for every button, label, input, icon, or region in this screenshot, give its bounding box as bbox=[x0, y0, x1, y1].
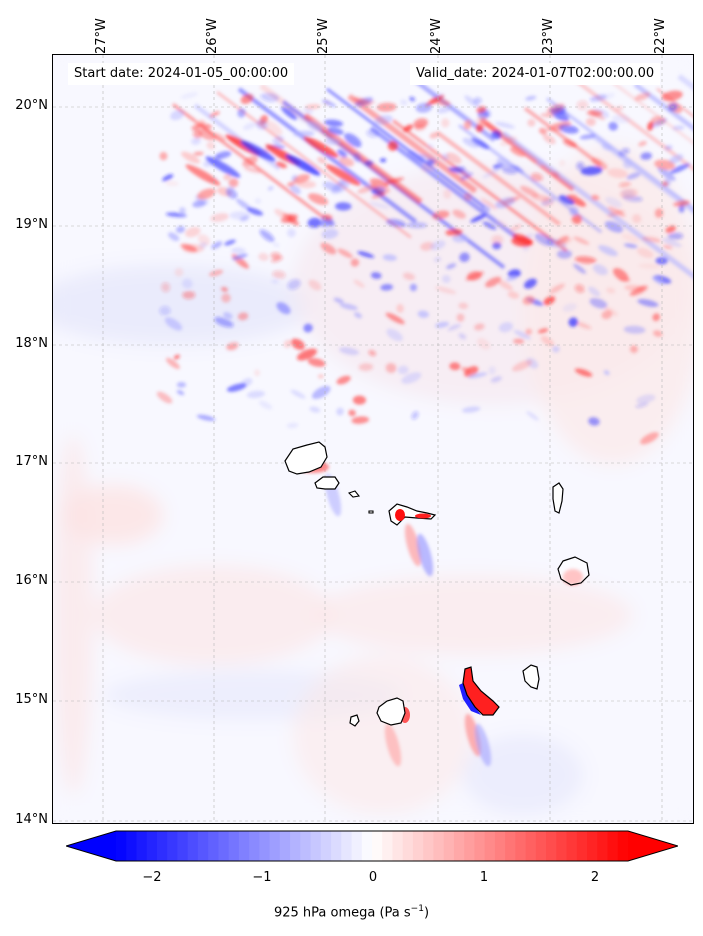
colorbar-title-main: 925 hPa omega (Pa s bbox=[273, 905, 411, 921]
lon-tick-label: 22°W bbox=[653, 18, 668, 54]
wave-trains bbox=[156, 73, 693, 767]
colorbar-extend-high bbox=[628, 831, 678, 861]
colorbar-tick-label: 0 bbox=[368, 870, 378, 885]
map-panel bbox=[52, 54, 694, 824]
island-brava bbox=[349, 714, 360, 727]
island-maio bbox=[522, 664, 540, 690]
lat-tick-label: 16°N bbox=[15, 573, 48, 588]
island-santiago bbox=[459, 666, 500, 716]
island-boa-vista bbox=[557, 556, 590, 586]
island-santa-luzia bbox=[347, 490, 361, 498]
colorbar-extend-low bbox=[66, 831, 116, 861]
gridlines bbox=[53, 55, 693, 823]
lat-tick-label: 20°N bbox=[15, 98, 48, 113]
colorbar-tick-label: −1 bbox=[252, 870, 272, 885]
omega-field bbox=[53, 55, 693, 823]
start-date-label: Start date: 2024-01-05_00:00:00 bbox=[68, 63, 295, 85]
lon-tick-label: 27°W bbox=[94, 18, 109, 54]
lon-tick-label: 26°W bbox=[205, 18, 220, 54]
colorbar-title: 925 hPa omega (Pa s−1) bbox=[0, 904, 703, 920]
colorbar-tick-label: 1 bbox=[479, 870, 489, 885]
island-santo-antao bbox=[284, 441, 329, 475]
lon-tick-label: 24°W bbox=[429, 18, 444, 54]
lat-tick-label: 18°N bbox=[15, 336, 48, 351]
lat-tick-label: 14°N bbox=[15, 812, 48, 827]
colorbar-title-exponent: −1 bbox=[410, 904, 424, 914]
islands bbox=[284, 441, 590, 727]
lat-tick-label: 15°N bbox=[15, 692, 48, 707]
colorbar bbox=[64, 830, 680, 862]
island-fogo bbox=[376, 697, 410, 726]
lat-tick-label: 19°N bbox=[15, 217, 48, 232]
colorbar-ramp bbox=[64, 830, 680, 862]
island-sao-nicolau bbox=[388, 503, 437, 526]
colorbar-tick-label: 2 bbox=[590, 870, 600, 885]
colorbar-title-close: ) bbox=[423, 905, 430, 921]
lon-tick-label: 25°W bbox=[316, 18, 331, 54]
valid-date-label: Valid_date: 2024-01-07T02:00:00.00 bbox=[410, 63, 661, 85]
island-branco bbox=[368, 510, 374, 514]
island-sal bbox=[552, 482, 564, 514]
island-sao-vicente bbox=[314, 476, 340, 490]
lon-tick-label: 23°W bbox=[541, 18, 556, 54]
colorbar-tick-label: −2 bbox=[142, 870, 162, 885]
lat-tick-label: 17°N bbox=[15, 454, 48, 469]
